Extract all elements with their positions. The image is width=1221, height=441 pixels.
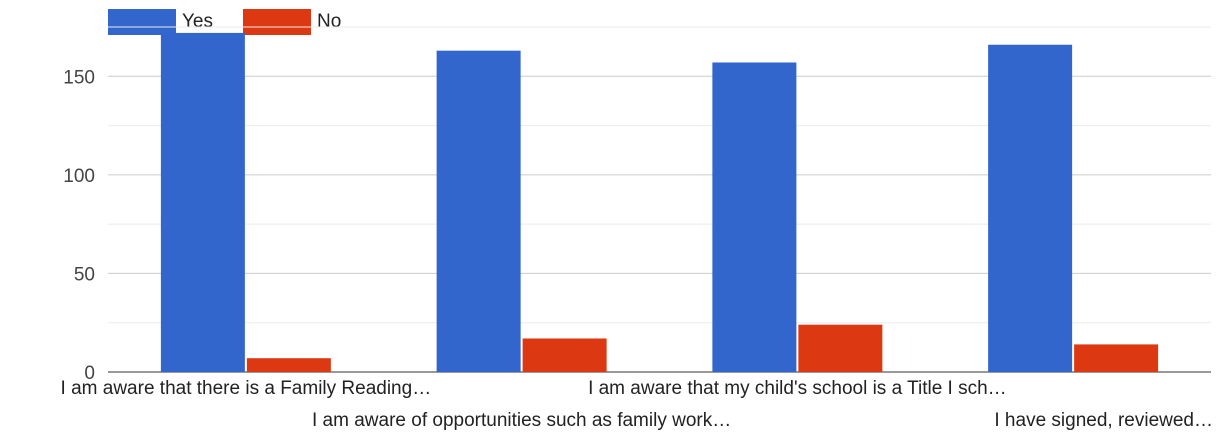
x-category-label-2: I am aware of opportunities such as fami… [312,410,731,431]
bar-yes-2 [436,50,521,373]
y-tick-label: 150 [63,67,95,88]
bars [160,32,1159,373]
bar-yes-4 [988,44,1073,372]
bar-no-2 [522,338,607,372]
legend-swatch-yes [108,9,176,35]
legend-swatch-no [243,9,311,35]
category-labels: I am aware that there is a Family Readin… [61,378,1213,431]
bar-no-4 [1074,344,1159,372]
bar-no-3 [798,324,883,372]
y-tick-label: 100 [63,166,95,187]
x-category-label-1: I am aware that there is a Family Readin… [61,378,432,399]
x-category-label-3: I am aware that my child's school is a T… [588,378,1007,399]
y-tick-label: 0 [84,363,95,384]
bar-no-1 [246,358,331,372]
bar-yes-1 [160,32,245,373]
y-tick-label: 50 [74,264,95,285]
bar-yes-3 [712,62,797,372]
x-category-label-4: I have signed, reviewed… [994,410,1213,431]
y-tick-labels: 0 50 100 150 [63,67,95,384]
